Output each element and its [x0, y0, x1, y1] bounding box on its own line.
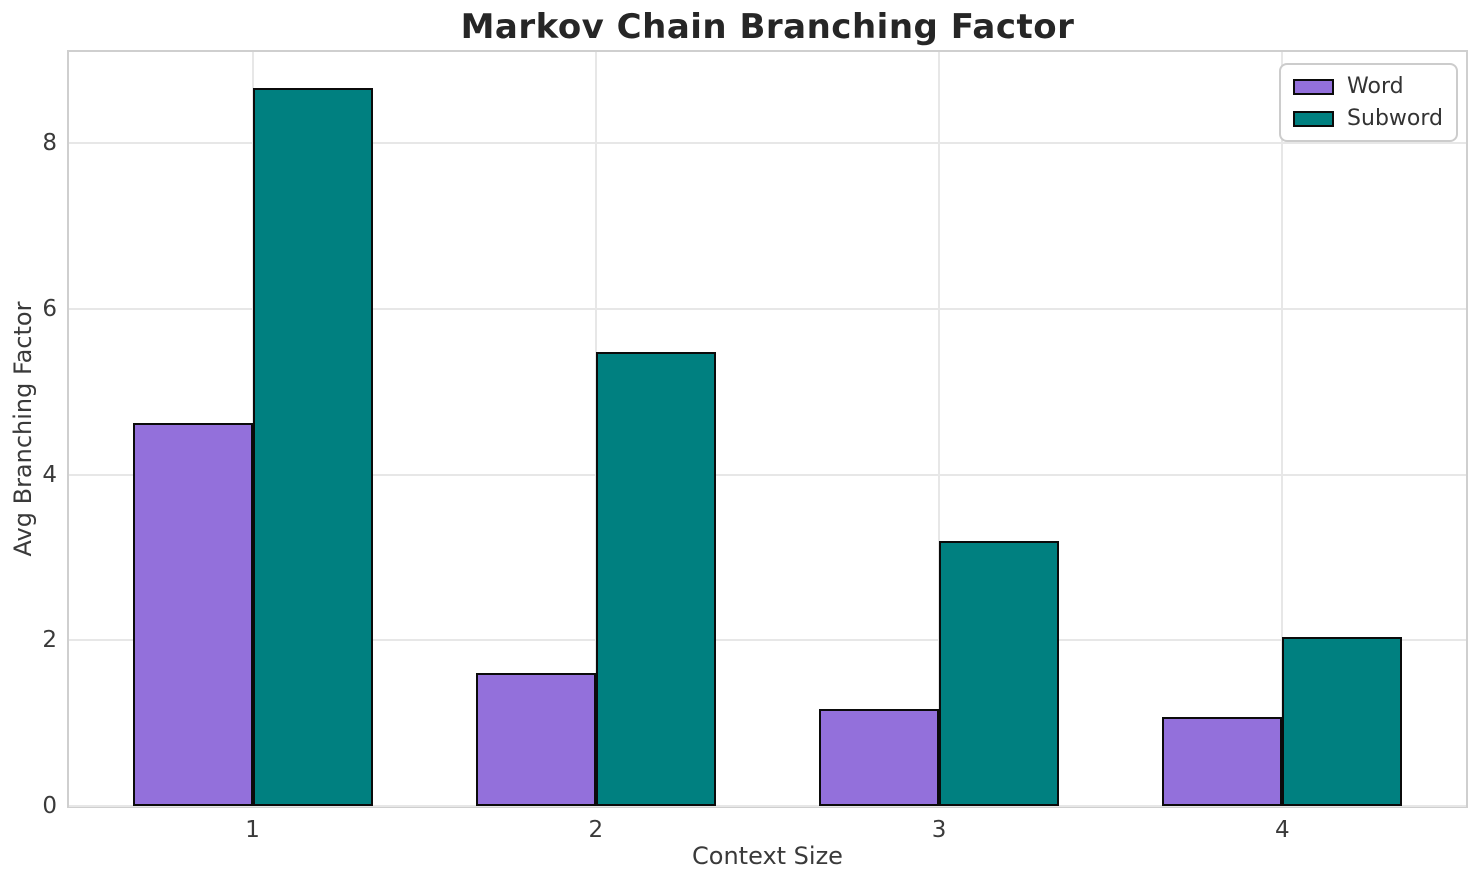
y-tick-label-4: 4 — [42, 461, 57, 488]
legend-item-word: Word — [1293, 73, 1443, 100]
bar-word-context-3 — [818, 709, 940, 806]
x-tick-label-1: 1 — [245, 817, 260, 843]
h-gridline-2 — [69, 639, 1466, 642]
x-tick-label-3: 3 — [931, 817, 947, 843]
v-gridline-3 — [938, 52, 941, 806]
h-gridline-0 — [69, 805, 1466, 807]
legend-label-subword: Subword — [1347, 106, 1443, 131]
bar-subword-context-4 — [1282, 636, 1403, 806]
x-tick-label-4: 4 — [1275, 817, 1290, 843]
bar-subword-context-3 — [939, 540, 1060, 806]
legend: Word Subword — [1279, 63, 1458, 142]
legend-label-word: Word — [1347, 74, 1404, 99]
y-tick-label-2: 2 — [42, 627, 57, 654]
x-tick-label-2: 2 — [588, 817, 604, 843]
y-tick-label-8: 8 — [42, 130, 57, 157]
bar-word-context-4 — [1162, 717, 1283, 806]
chart-title: Markov Chain Branching Factor — [460, 7, 1075, 47]
legend-swatch-word — [1293, 78, 1335, 95]
bar-subword-context-1 — [252, 88, 373, 806]
v-gridline-4 — [1281, 52, 1284, 806]
x-axis-label: Context Size — [692, 842, 843, 870]
y-axis-label: Avg Branching Factor — [9, 301, 37, 557]
h-gridline-8 — [69, 142, 1466, 145]
bar-word-context-1 — [132, 423, 253, 806]
bar-subword-context-2 — [595, 351, 716, 806]
y-tick-label-0: 0 — [42, 793, 57, 819]
y-tick-label-6: 6 — [42, 295, 57, 322]
h-gridline-4 — [69, 473, 1466, 476]
bar-word-context-2 — [475, 673, 596, 806]
legend-swatch-subword — [1293, 110, 1335, 127]
legend-item-subword: Subword — [1293, 105, 1443, 132]
h-gridline-6 — [69, 307, 1466, 310]
plot-area: Word Subword — [67, 50, 1468, 808]
